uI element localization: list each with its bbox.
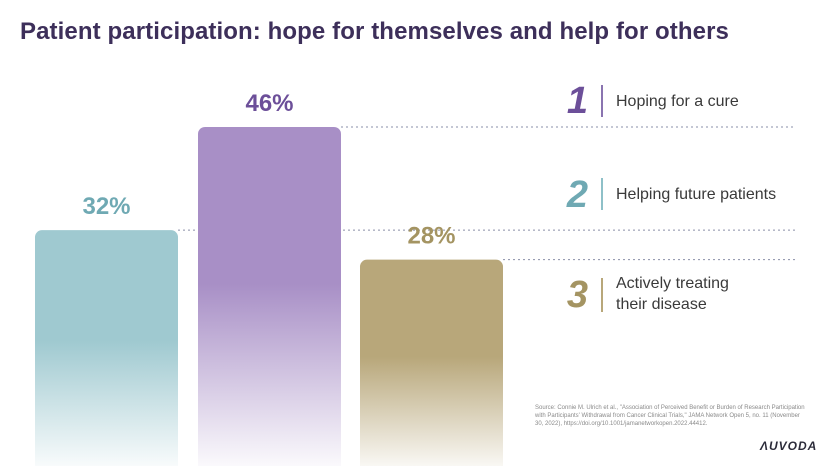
bar-1 xyxy=(198,127,341,466)
bar-value-label-3: 28% xyxy=(407,223,455,250)
legend-label-3-line-2: their disease xyxy=(616,296,707,313)
legend-divider-3 xyxy=(601,278,603,312)
source-citation: Source: Connie M. Ulrich et al., "Associ… xyxy=(535,405,805,427)
legend-divider-1 xyxy=(601,85,603,117)
legend-rank-2: 2 xyxy=(566,174,588,216)
legend-label-3: Actively treating their disease xyxy=(616,273,729,315)
bar-value-label-1: 46% xyxy=(245,90,293,117)
legend-divider-2 xyxy=(601,178,603,210)
page-title: Patient participation: hope for themselv… xyxy=(20,18,729,45)
bar-3 xyxy=(360,259,503,466)
bar-2 xyxy=(35,230,178,466)
bar-value-label-2: 32% xyxy=(82,193,130,220)
legend-rank-1: 1 xyxy=(566,80,588,122)
legend-rank-3: 3 xyxy=(566,274,588,316)
legend-label-2: Helping future patients xyxy=(616,186,777,203)
legend-label-3-line-1: Actively treating xyxy=(616,275,729,292)
legend-label-1: Hoping for a cure xyxy=(616,93,739,110)
brand-logo: ΛUVODA xyxy=(760,439,818,453)
